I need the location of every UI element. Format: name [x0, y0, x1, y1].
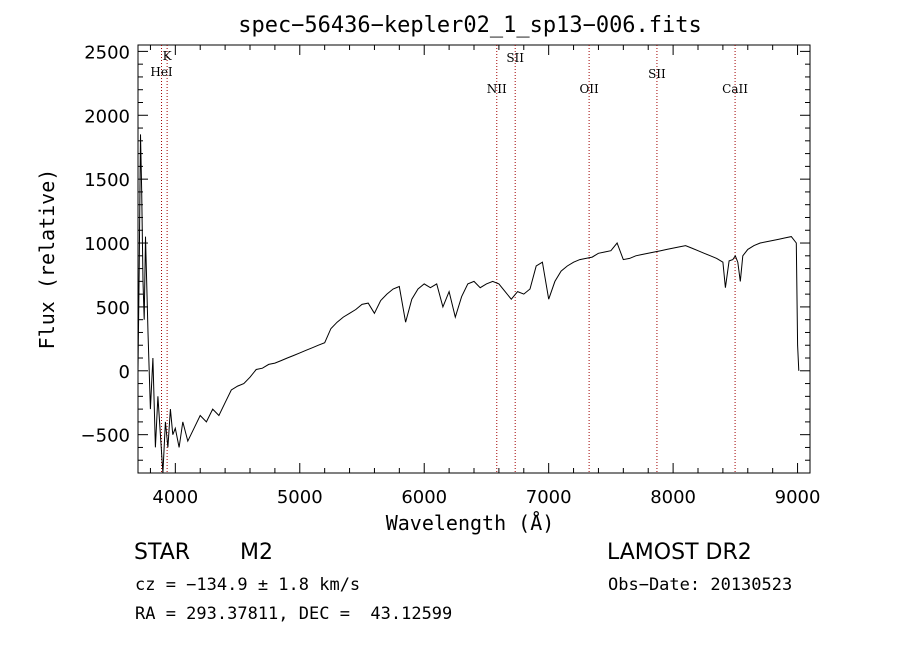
marker-label: CaII — [722, 82, 748, 96]
x-axis-label: Wavelength (Å) — [386, 511, 555, 535]
marker-label: OII — [579, 82, 599, 96]
marker-label: SII — [648, 67, 666, 81]
x-tick-label: 9000 — [775, 487, 821, 508]
y-tick-label: 1000 — [84, 234, 130, 255]
y-tick-label: 500 — [96, 298, 130, 319]
redshift-text: cz = −134.9 ± 1.8 km/s — [135, 575, 361, 595]
axis-ticks: 4000 5000 6000 7000 8000 9000 −500 0 500 1000 1500… — [81, 42, 821, 508]
marker-label: NII — [487, 82, 507, 96]
coordinates: RA = 293.37811, DEC = 43.12599 — [135, 604, 453, 624]
marker-label: SII — [506, 51, 524, 65]
y-tick-label: −500 — [81, 426, 130, 447]
x-tick-label: 7000 — [526, 487, 572, 508]
spectrum-line — [137, 134, 800, 474]
marker-label: HeI — [150, 65, 173, 79]
marker-label: K — [163, 49, 173, 63]
y-tick-label: 2000 — [84, 106, 130, 127]
x-tick-label: 4000 — [152, 487, 198, 508]
object-subclass: M2 — [240, 540, 273, 565]
x-tick-label: 8000 — [650, 487, 696, 508]
y-tick-label: 2500 — [84, 42, 130, 63]
spectrum-chart: spec−56436−kepler02_1_sp13−006.fits K HeI… — [35, 13, 821, 535]
y-tick-label: 0 — [119, 362, 130, 383]
x-tick-label: 5000 — [277, 487, 323, 508]
object-class: STAR — [134, 540, 191, 565]
y-axis-label: Flux (relative) — [35, 169, 59, 350]
chart-title: spec−56436−kepler02_1_sp13−006.fits — [238, 13, 702, 38]
obs-date: Obs−Date: 20130523 — [608, 575, 793, 595]
x-tick-label: 6000 — [401, 487, 447, 508]
survey-name: LAMOST DR2 — [607, 540, 752, 565]
y-tick-label: 1500 — [84, 170, 130, 191]
line-markers: K HeI NII SII OII SII CaII — [150, 45, 748, 473]
plot-frame — [137, 44, 811, 474]
